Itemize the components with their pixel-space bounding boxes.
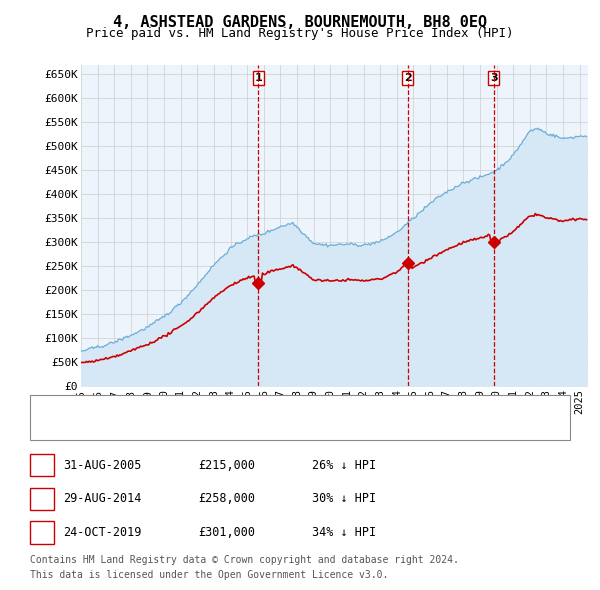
Text: 3: 3 <box>490 73 497 83</box>
Text: This data is licensed under the Open Government Licence v3.0.: This data is licensed under the Open Gov… <box>30 570 388 580</box>
Text: 24-OCT-2019: 24-OCT-2019 <box>63 526 142 539</box>
Text: HPI: Average price, detached house, Bournemouth Christchurch and Poole: HPI: Average price, detached house, Bour… <box>84 422 557 432</box>
Text: 2: 2 <box>404 73 412 83</box>
Text: 31-AUG-2005: 31-AUG-2005 <box>63 458 142 472</box>
Text: Contains HM Land Registry data © Crown copyright and database right 2024.: Contains HM Land Registry data © Crown c… <box>30 555 459 565</box>
Text: 4, ASHSTEAD GARDENS, BOURNEMOUTH, BH8 0EQ (detached house): 4, ASHSTEAD GARDENS, BOURNEMOUTH, BH8 0E… <box>84 401 476 411</box>
Text: 3: 3 <box>38 526 46 539</box>
Text: £301,000: £301,000 <box>198 526 255 539</box>
Text: 30% ↓ HPI: 30% ↓ HPI <box>312 492 376 506</box>
Text: 29-AUG-2014: 29-AUG-2014 <box>63 492 142 506</box>
Text: 2: 2 <box>38 492 46 506</box>
Text: 1: 1 <box>254 73 262 83</box>
Text: £215,000: £215,000 <box>198 458 255 472</box>
Text: £258,000: £258,000 <box>198 492 255 506</box>
Text: 34% ↓ HPI: 34% ↓ HPI <box>312 526 376 539</box>
Text: 1: 1 <box>38 458 46 472</box>
Text: 4, ASHSTEAD GARDENS, BOURNEMOUTH, BH8 0EQ: 4, ASHSTEAD GARDENS, BOURNEMOUTH, BH8 0E… <box>113 15 487 30</box>
Text: Price paid vs. HM Land Registry's House Price Index (HPI): Price paid vs. HM Land Registry's House … <box>86 27 514 40</box>
Text: 26% ↓ HPI: 26% ↓ HPI <box>312 458 376 472</box>
